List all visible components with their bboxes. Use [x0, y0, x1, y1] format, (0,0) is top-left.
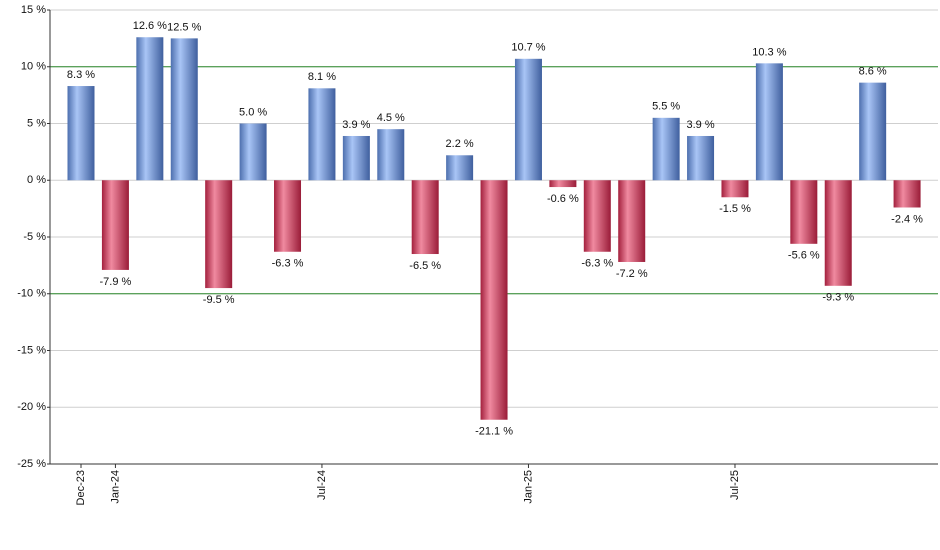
bar: [583, 180, 611, 252]
value-label: -5.6 %: [788, 250, 820, 262]
y-tick-label: 0 %: [27, 174, 46, 186]
y-tick-label: -25 %: [17, 458, 46, 470]
x-tick-label: Jan-25: [522, 470, 534, 504]
bar: [377, 129, 405, 181]
bar: [859, 82, 887, 181]
bar: [721, 180, 749, 198]
y-tick-label: -5 %: [23, 231, 46, 243]
value-label: 10.3 %: [752, 46, 786, 58]
bar: [790, 180, 818, 244]
value-label: 3.9 %: [342, 119, 370, 131]
bar: [170, 38, 198, 181]
y-tick-label: -20 %: [17, 401, 46, 413]
bar: [549, 180, 577, 188]
value-label: -1.5 %: [719, 203, 751, 215]
value-label: 12.5 %: [167, 21, 201, 33]
bar: [136, 37, 164, 181]
bar: [342, 135, 370, 181]
value-label: 3.9 %: [686, 119, 714, 131]
y-tick-label: -10 %: [17, 288, 46, 300]
value-label: -21.1 %: [475, 426, 513, 438]
bar: [514, 58, 542, 181]
value-label: -6.5 %: [409, 260, 441, 272]
bar: [893, 180, 921, 208]
value-label: -9.3 %: [822, 292, 854, 304]
value-label: 4.5 %: [377, 112, 405, 124]
bar: [755, 63, 783, 181]
x-tick-label: Jan-24: [109, 470, 121, 504]
y-tick-label: 15 %: [21, 4, 46, 16]
bar: [652, 117, 680, 181]
value-label: 5.0 %: [239, 106, 267, 118]
value-label: 8.1 %: [308, 71, 336, 83]
bar: [308, 88, 336, 181]
bar: [687, 135, 715, 181]
value-label: 8.3 %: [67, 69, 95, 81]
value-label: -0.6 %: [547, 193, 579, 205]
value-label: -7.9 %: [100, 276, 132, 288]
bar: [480, 180, 508, 420]
y-tick-label: 5 %: [27, 117, 46, 129]
bar: [101, 180, 129, 270]
y-tick-label: -15 %: [17, 344, 46, 356]
value-label: -7.2 %: [616, 268, 648, 280]
bar: [205, 180, 233, 289]
value-label: 10.7 %: [511, 42, 545, 54]
value-label: 5.5 %: [652, 101, 680, 113]
x-tick-label: Dec-23: [75, 470, 87, 505]
y-tick-label: 10 %: [21, 61, 46, 73]
bar: [446, 155, 474, 181]
bar: [618, 180, 646, 262]
bar: [67, 86, 95, 181]
bar: [411, 180, 439, 255]
bar: [274, 180, 302, 252]
x-tick-label: Jul-24: [316, 470, 328, 500]
bar: [239, 123, 267, 181]
value-label: 12.6 %: [133, 20, 167, 32]
value-label: -6.3 %: [272, 258, 304, 270]
bar: [824, 180, 852, 286]
value-label: -9.5 %: [203, 294, 235, 306]
x-tick-label: Jul-25: [729, 470, 741, 500]
value-label: -2.4 %: [891, 213, 923, 225]
value-label: 8.6 %: [859, 66, 887, 78]
value-label: 2.2 %: [446, 138, 474, 150]
value-label: -6.3 %: [581, 258, 613, 270]
